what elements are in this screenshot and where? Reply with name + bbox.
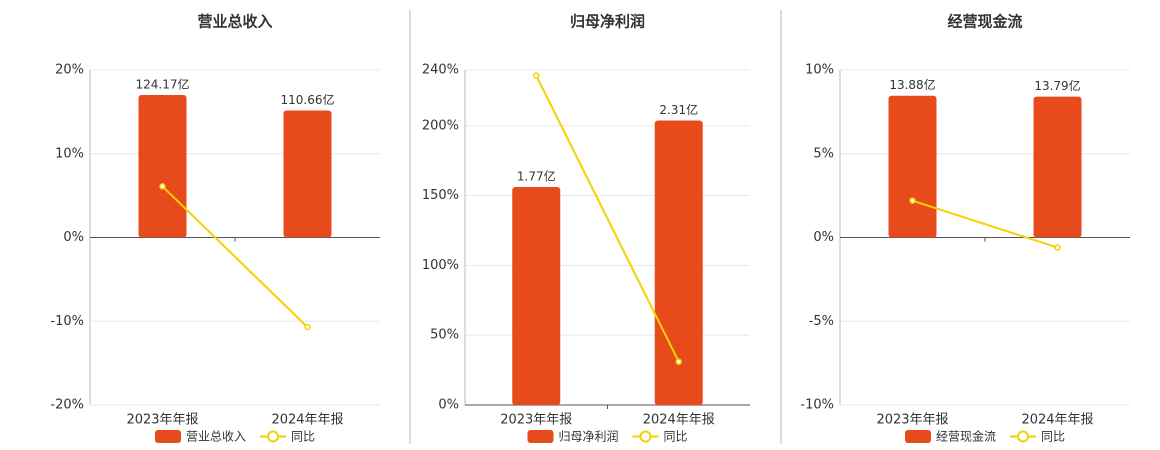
legend-marker (639, 430, 652, 443)
x-tick-label: 2023年年报 (500, 413, 572, 428)
bar (512, 187, 561, 405)
bar (138, 95, 187, 238)
legend-swatch (527, 430, 554, 443)
y-tick-label: 20% (55, 63, 84, 78)
point (909, 197, 916, 204)
line (535, 75, 680, 363)
legend-label: 归母净利润 (559, 430, 619, 444)
y-tick-label: 0% (813, 230, 834, 245)
legend-label: 同比 (291, 430, 315, 444)
bar (654, 120, 703, 405)
y-tick-label: 0% (438, 398, 459, 413)
legend-label: 同比 (664, 430, 688, 444)
point (304, 323, 311, 331)
value-label: 1.77亿 (517, 169, 556, 184)
y-tick-label: 5% (813, 146, 834, 161)
y-tick-label: 200% (422, 118, 459, 133)
y-tick-label: -20% (50, 398, 84, 413)
legend-swatch (905, 430, 931, 443)
y-tick-label: 100% (422, 258, 459, 273)
chart-title: 经营现金流 (947, 13, 1022, 31)
point (159, 183, 166, 190)
line (161, 185, 309, 328)
chart-title: 归母净利润 (570, 13, 645, 31)
legend-label: 同比 (1041, 430, 1065, 444)
point (533, 72, 540, 79)
bar (283, 110, 332, 238)
x-tick-label: 2024年年报 (271, 413, 343, 428)
y-tick-label: -10% (50, 314, 84, 329)
y-tick-label: 150% (422, 188, 459, 203)
legend-marker (1017, 430, 1030, 443)
x-tick-label: 2023年年报 (876, 413, 948, 428)
y-tick-label: -10% (800, 398, 834, 413)
bar (888, 95, 937, 238)
value-label: 13.79亿 (1034, 78, 1080, 93)
legend-marker (267, 430, 280, 443)
y-tick-label: 0% (63, 230, 84, 245)
legend-label: 营业总收入 (186, 430, 246, 444)
y-tick-label: 240% (422, 63, 459, 78)
chart-title: 营业总收入 (197, 13, 272, 31)
y-tick-label: 10% (805, 63, 834, 78)
x-tick-label: 2023年年报 (126, 413, 198, 428)
legend-swatch (155, 430, 181, 443)
y-tick-label: 50% (430, 328, 459, 343)
y-tick-label: 10% (55, 146, 84, 161)
value-label: 2.31亿 (659, 102, 698, 117)
bar (1033, 96, 1082, 238)
legend-label: 经营现金流 (936, 429, 996, 444)
point (1054, 244, 1061, 251)
line (912, 199, 1058, 249)
value-label: 13.88亿 (889, 77, 935, 92)
x-tick-label: 2024年年报 (1021, 413, 1093, 428)
value-label: 124.17亿 (136, 77, 190, 92)
point (675, 358, 682, 365)
x-tick-label: 2024年年报 (643, 413, 715, 428)
value-label: 110.66亿 (281, 92, 335, 107)
y-tick-label: -5% (809, 314, 834, 329)
